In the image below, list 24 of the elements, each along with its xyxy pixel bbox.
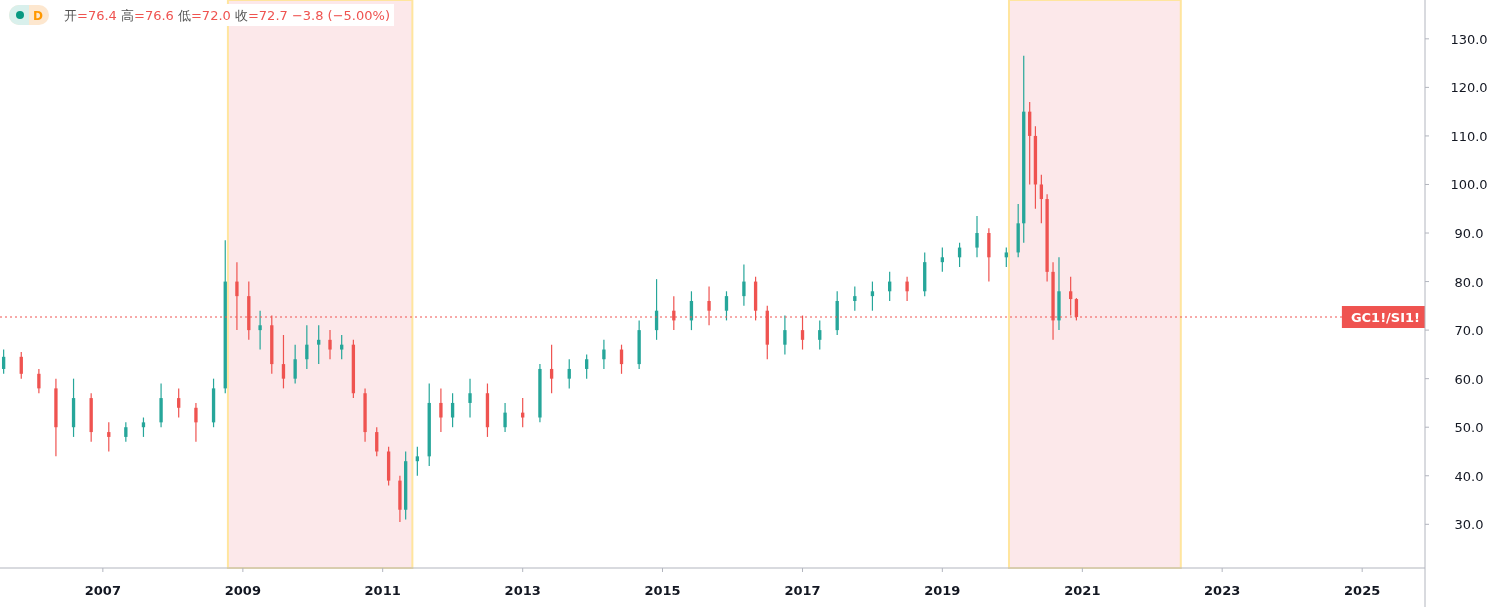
- x-tick-label: 2013: [504, 583, 541, 598]
- x-tick-label: 2011: [364, 583, 401, 598]
- y-tick-label: 50.0: [1454, 420, 1484, 436]
- x-tick-label: 2023: [1204, 583, 1241, 598]
- y-tick-label: 100.0: [1450, 177, 1487, 193]
- x-tick-label: 2017: [784, 583, 821, 598]
- x-tick-label: 2019: [924, 583, 961, 598]
- y-tick-label: 120.0: [1450, 80, 1487, 96]
- ref-line-label: GC1!/SI1!: [1350, 310, 1420, 326]
- y-tick-label: 60.0: [1454, 371, 1484, 387]
- y-tick-label: 70.0: [1454, 323, 1484, 339]
- annotation: 开=76.4 高=76.6 低=72.0 收=72.7 −3.8 (−5.00%): [64, 8, 390, 23]
- x-tick-label: 2009: [224, 583, 261, 598]
- y-tick-label: 80.0: [1454, 274, 1484, 290]
- x-tick-label: 2025: [1344, 583, 1381, 598]
- x-tick-label: 2007: [84, 583, 121, 598]
- y-tick-label: 90.0: [1454, 226, 1484, 242]
- x-tick-label: 2015: [644, 583, 681, 598]
- y-tick-label: 130.0: [1450, 31, 1487, 47]
- y-tick-label: 110.0: [1450, 128, 1487, 144]
- y-tick-label: 30.0: [1454, 517, 1484, 533]
- x-tick-label: 2021: [1064, 583, 1101, 598]
- y-tick-label: 40.0: [1454, 468, 1484, 484]
- annotation: D: [33, 9, 44, 23]
